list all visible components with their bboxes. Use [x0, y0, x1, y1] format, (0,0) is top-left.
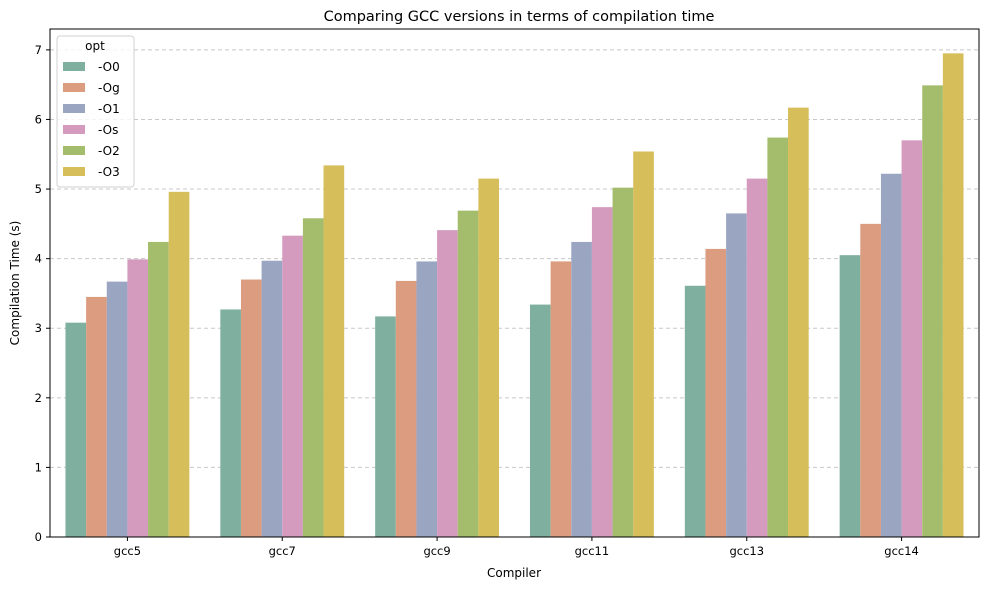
x-tick-label: gcc7 — [269, 544, 296, 558]
bar-gcc5-os — [127, 259, 149, 537]
bar-gcc7-o2 — [302, 218, 324, 537]
legend-swatch-o3 — [63, 167, 85, 176]
legend-swatch-o2 — [63, 146, 85, 155]
x-tick-label: gcc14 — [884, 544, 919, 558]
bar-gcc7-og — [240, 279, 262, 537]
bar-gcc11-o1 — [571, 241, 592, 538]
y-tick-label: 5 — [35, 182, 42, 196]
y-axis-ticks: 0 1 2 3 4 5 6 7 — [35, 43, 50, 544]
bar-gcc5-o3 — [168, 191, 190, 537]
bar-gcc13-os — [746, 178, 768, 537]
bar-gcc14-og — [860, 223, 881, 538]
x-axis-label: Compiler — [487, 566, 541, 580]
y-axis-label: Compilation Time (s) — [8, 221, 22, 346]
legend-label: -O1 — [98, 102, 120, 116]
bar-gcc7-o0 — [220, 309, 241, 537]
bar-gcc13-o3 — [788, 107, 809, 537]
bar-gcc14-o3 — [942, 53, 964, 537]
legend-swatch-o0 — [63, 62, 85, 71]
bar-gcc13-o2 — [767, 137, 789, 537]
bar-gcc14-o1 — [880, 173, 902, 537]
legend-label: -Og — [98, 81, 120, 95]
bar-gcc5-o0 — [65, 322, 87, 537]
bar-gcc11-o3 — [633, 151, 654, 537]
bar-gcc13-o0 — [684, 285, 706, 537]
legend-label: -O3 — [98, 165, 120, 179]
chart-title: Comparing GCC versions in terms of compi… — [324, 9, 715, 25]
legend: opt -O0 -Og -O1 -Os -O2 -O3 — [56, 35, 135, 188]
x-axis-ticks: gcc5 gcc7 gcc9 gcc11 gcc13 gcc14 — [114, 537, 919, 558]
bar-gcc11-o2 — [612, 187, 634, 537]
legend-label: -O0 — [98, 60, 120, 74]
y-tick-label: 3 — [35, 321, 42, 335]
bar-gcc14-os — [901, 140, 923, 537]
x-tick-label: gcc5 — [114, 544, 141, 558]
bar-gcc9-o3 — [478, 178, 500, 537]
legend-label: -Os — [98, 123, 118, 137]
bar-gcc11-og — [550, 261, 572, 537]
bar-gcc9-o1 — [416, 261, 438, 537]
legend-swatch-os — [63, 125, 85, 134]
bar-gcc7-os — [282, 235, 303, 538]
x-tick-label: gcc9 — [423, 544, 450, 558]
bar-gcc7-o1 — [261, 260, 283, 537]
bars — [65, 53, 964, 538]
bar-gcc14-o2 — [922, 85, 943, 537]
bar-gcc7-o3 — [323, 165, 345, 537]
y-tick-label: 4 — [35, 252, 42, 266]
legend-swatch-og — [63, 83, 85, 92]
legend-items: -O0 -Og -O1 -Os -O2 -O3 — [63, 60, 120, 179]
x-tick-label: gcc11 — [575, 544, 610, 558]
bar-gcc11-os — [591, 207, 613, 537]
plot-area-frame — [49, 28, 980, 538]
bar-gcc9-og — [395, 280, 417, 537]
bar-gcc5-og — [86, 296, 107, 537]
bar-gcc14-o0 — [839, 255, 861, 538]
gridlines — [50, 49, 979, 468]
y-tick-label: 2 — [35, 391, 42, 405]
legend-title: opt — [85, 39, 105, 53]
bar-gcc9-o2 — [457, 210, 479, 538]
y-tick-label: 0 — [35, 530, 42, 544]
bar-gcc5-o2 — [148, 241, 169, 538]
bar-gcc5-o1 — [106, 281, 128, 537]
bar-gcc11-o0 — [529, 304, 551, 537]
x-tick-label: gcc13 — [729, 544, 764, 558]
y-tick-label: 1 — [35, 460, 42, 474]
legend-label: -O2 — [98, 144, 120, 158]
bar-gcc13-og — [705, 248, 727, 537]
y-tick-label: 7 — [35, 43, 42, 57]
bar-gcc9-o0 — [375, 316, 396, 537]
y-tick-label: 6 — [35, 112, 42, 126]
bar-gcc9-os — [437, 230, 458, 537]
bar-gcc13-o1 — [726, 213, 747, 538]
legend-swatch-o1 — [63, 104, 85, 113]
